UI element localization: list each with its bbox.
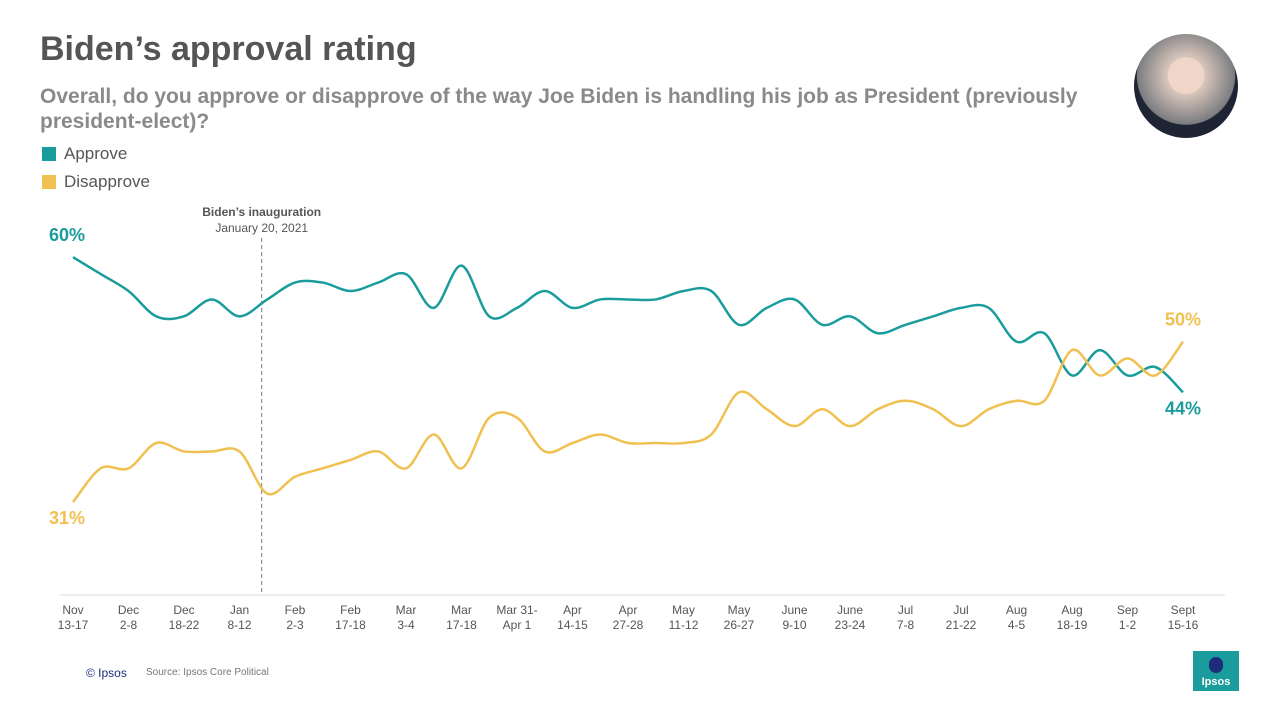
x-tick-label: May 11-12 [668,603,699,632]
x-tick-label: Mar 17-18 [446,603,477,632]
x-tick-label: Sep 1-2 [1116,603,1139,632]
data-label: 50% [1165,310,1201,330]
x-tick-label: Aug 4-5 [1005,603,1028,632]
legend-swatch [42,175,56,189]
legend-item: Approve [42,144,127,164]
x-tick-label: Mar 3-4 [395,603,417,632]
legend-label: Approve [64,144,128,163]
x-tick-label: Sept 15-16 [1167,603,1199,632]
data-label: 31% [49,508,85,528]
x-tick-label: May 26-27 [723,603,755,632]
legend-item: Disapprove [42,172,150,192]
x-tick-label: Mar 31- Apr 1 [496,603,538,632]
logo: Ipsos [1193,651,1239,691]
series-line [72,340,1184,503]
source: Source: Ipsos Core Political [146,667,269,678]
x-tick-label: Feb 17-18 [335,603,366,632]
x-tick-label: June 9-10 [781,603,808,632]
legend-label: Disapprove [64,172,150,191]
x-tick-label: Jul 7-8 [896,603,915,632]
x-tick-label: Aug 18-19 [1056,603,1088,632]
copyright: © Ipsos [86,666,127,680]
logo-text: Ipsos [1201,676,1231,688]
annotation-title: Biden’s inauguration [202,205,322,219]
x-tick-label: Apr 14-15 [557,603,588,632]
x-tick-label: Nov 13-17 [57,603,89,632]
data-label: 60% [49,225,85,245]
legend-swatch [42,147,56,161]
title: Biden’s approval rating [40,30,417,68]
x-tick-label: June 23-24 [834,603,866,632]
series-line [72,256,1184,394]
portrait [1134,34,1238,138]
data-label: 44% [1165,398,1201,418]
x-tick-label: Feb 2-3 [284,603,306,632]
x-tick-label: Jan 8-12 [227,603,252,632]
x-tick-label: Dec 18-22 [168,603,200,632]
subtitle: Overall, do you approve or disapprove of… [40,85,1078,133]
x-tick-label: Jul 21-22 [945,603,977,632]
x-tick-label: Apr 27-28 [612,603,644,632]
annotation-subtitle: January 20, 2021 [215,221,309,235]
x-tick-label: Dec 2-8 [117,603,140,632]
